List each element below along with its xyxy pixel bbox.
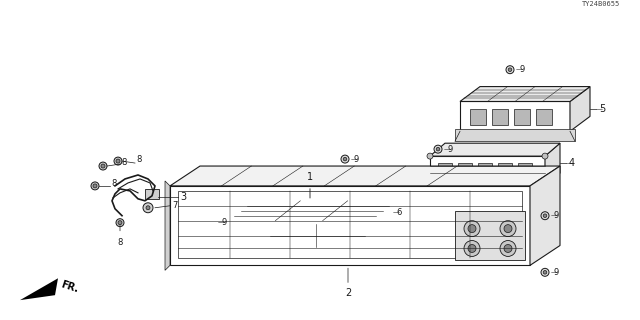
Polygon shape — [170, 166, 560, 186]
Text: 6: 6 — [396, 208, 401, 217]
Circle shape — [427, 153, 433, 159]
Text: 9: 9 — [554, 211, 559, 220]
Text: 3: 3 — [180, 192, 186, 202]
Text: 8: 8 — [136, 155, 141, 164]
Circle shape — [504, 244, 512, 252]
Text: 8: 8 — [121, 157, 126, 167]
Text: 1: 1 — [307, 172, 313, 182]
Polygon shape — [270, 224, 365, 247]
Text: —: — — [218, 220, 225, 226]
Circle shape — [508, 68, 512, 71]
Polygon shape — [455, 211, 525, 260]
Polygon shape — [530, 166, 560, 265]
Text: 2: 2 — [345, 288, 351, 298]
Circle shape — [101, 164, 105, 168]
Circle shape — [468, 225, 476, 233]
Circle shape — [541, 212, 549, 220]
Polygon shape — [228, 236, 263, 251]
Text: —: — — [516, 67, 523, 73]
Circle shape — [542, 183, 548, 189]
Polygon shape — [228, 201, 395, 221]
Circle shape — [500, 221, 516, 236]
Circle shape — [464, 221, 480, 236]
Circle shape — [93, 184, 97, 188]
Text: 7: 7 — [172, 201, 177, 210]
Circle shape — [208, 219, 216, 227]
Circle shape — [542, 153, 548, 159]
Circle shape — [343, 157, 347, 161]
Polygon shape — [228, 221, 370, 251]
Circle shape — [118, 221, 122, 225]
Text: —: — — [596, 107, 603, 112]
Polygon shape — [570, 87, 590, 131]
Bar — [498, 163, 512, 181]
Circle shape — [541, 268, 549, 276]
Bar — [514, 109, 530, 125]
Text: —: — — [444, 146, 451, 152]
Text: TY24B0655: TY24B0655 — [582, 1, 620, 7]
Circle shape — [91, 182, 99, 190]
Bar — [240, 249, 244, 253]
Polygon shape — [223, 251, 228, 262]
Bar — [438, 163, 452, 181]
Polygon shape — [20, 278, 58, 300]
Circle shape — [436, 148, 440, 151]
Polygon shape — [430, 156, 545, 186]
Bar — [145, 189, 159, 199]
Bar — [492, 109, 508, 125]
Text: 5: 5 — [599, 104, 605, 115]
Bar — [518, 163, 532, 181]
Text: 8: 8 — [111, 180, 116, 188]
Bar — [478, 163, 492, 181]
Text: 4: 4 — [569, 158, 575, 168]
Bar — [536, 109, 552, 125]
Circle shape — [383, 209, 390, 216]
Text: FR.: FR. — [60, 280, 80, 295]
Circle shape — [504, 225, 512, 233]
Text: —: — — [351, 156, 358, 162]
Circle shape — [385, 211, 388, 214]
Polygon shape — [370, 201, 395, 251]
Circle shape — [543, 270, 547, 274]
Text: 8: 8 — [117, 237, 123, 246]
Bar — [247, 249, 251, 253]
Circle shape — [143, 203, 153, 213]
Circle shape — [543, 214, 547, 218]
Text: 9: 9 — [519, 65, 524, 74]
Bar — [254, 249, 258, 253]
Circle shape — [210, 221, 214, 224]
Circle shape — [116, 219, 124, 227]
Bar — [233, 249, 237, 253]
Circle shape — [146, 206, 150, 210]
Bar — [458, 163, 472, 181]
Polygon shape — [430, 143, 560, 156]
Text: 9: 9 — [354, 155, 359, 164]
Circle shape — [434, 145, 442, 153]
Polygon shape — [460, 87, 590, 101]
Text: 9: 9 — [554, 268, 559, 277]
Circle shape — [116, 159, 120, 163]
Text: 9: 9 — [447, 145, 452, 154]
Circle shape — [99, 162, 107, 170]
Text: —: — — [551, 213, 558, 219]
Polygon shape — [170, 186, 530, 265]
Circle shape — [341, 155, 349, 163]
Circle shape — [114, 157, 122, 165]
Polygon shape — [545, 143, 560, 186]
Bar — [470, 109, 486, 125]
Text: 9: 9 — [221, 218, 227, 227]
Text: —: — — [393, 210, 400, 216]
Circle shape — [506, 66, 514, 74]
Polygon shape — [165, 181, 170, 270]
Circle shape — [500, 241, 516, 256]
Text: —: — — [551, 269, 558, 275]
Circle shape — [468, 244, 476, 252]
Text: —: — — [566, 160, 573, 166]
Polygon shape — [460, 101, 570, 131]
Polygon shape — [455, 129, 575, 141]
Polygon shape — [370, 251, 375, 262]
Circle shape — [464, 241, 480, 256]
Circle shape — [427, 183, 433, 189]
